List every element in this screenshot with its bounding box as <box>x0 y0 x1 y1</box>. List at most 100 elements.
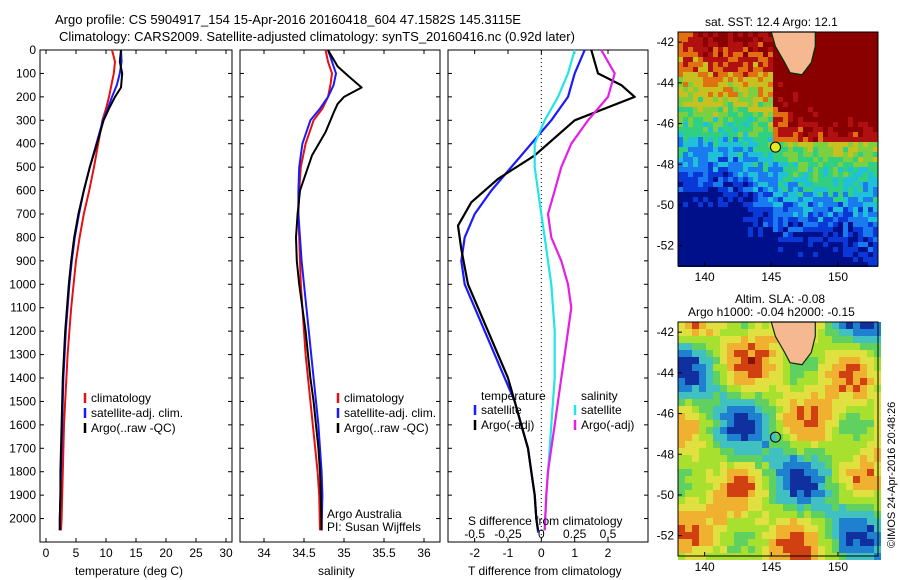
map-cell <box>741 336 748 343</box>
map-cell <box>768 232 773 237</box>
map-cell <box>692 434 699 441</box>
map-cell <box>692 364 699 371</box>
map-cell <box>748 217 753 222</box>
map-cell <box>803 122 808 127</box>
map-cell <box>783 147 788 152</box>
map-cell <box>839 476 846 483</box>
map-cell <box>838 237 843 242</box>
map-cell <box>833 37 838 42</box>
map-cell <box>727 364 734 371</box>
map-cell <box>773 157 778 162</box>
map-cell <box>783 162 788 167</box>
map-cell <box>748 122 753 127</box>
map-cell <box>833 237 838 242</box>
map-cell <box>748 52 753 57</box>
map-y-tick-label: -46 <box>657 407 675 421</box>
map-cell <box>858 42 863 47</box>
map-cell <box>763 67 768 72</box>
map-cell <box>706 532 713 539</box>
map-cell <box>713 434 720 441</box>
map-cell <box>713 399 720 406</box>
map-cell <box>868 97 873 102</box>
map-cell <box>734 497 741 504</box>
map-cell <box>708 172 713 177</box>
map-cell <box>797 413 804 420</box>
map-cell <box>778 117 783 122</box>
map-cell <box>753 37 758 42</box>
map-cell <box>692 378 699 385</box>
map-cell <box>733 77 738 82</box>
map-cell <box>762 525 769 532</box>
map-cell <box>703 202 708 207</box>
map-cell <box>833 252 838 257</box>
map-cell <box>698 122 703 127</box>
map-cell <box>748 420 755 427</box>
map-cell <box>868 187 873 192</box>
map-cell <box>768 257 773 262</box>
map-y-tick-label: -42 <box>657 35 675 49</box>
map-cell <box>713 525 720 532</box>
map-cell <box>693 172 698 177</box>
map-cell <box>699 539 706 546</box>
map-cell <box>741 420 748 427</box>
map-cell <box>769 441 776 448</box>
map-cell <box>833 62 838 67</box>
map-cell <box>678 107 683 112</box>
map-cell <box>678 232 683 237</box>
map-cell <box>873 192 878 197</box>
map-cell <box>858 222 863 227</box>
map-cell <box>753 52 758 57</box>
map-cell <box>843 92 848 97</box>
map-cell <box>868 157 873 162</box>
map-cell <box>778 127 783 132</box>
map-cell <box>723 92 728 97</box>
map-cell <box>788 112 793 117</box>
map-cell <box>808 242 813 247</box>
map-cell <box>793 112 798 117</box>
map-cell <box>733 137 738 142</box>
map-cell <box>706 371 713 378</box>
map-cell <box>804 525 811 532</box>
sla-map-title-line1: Altim. SLA: -0.08 <box>735 292 826 306</box>
map-cell <box>832 490 839 497</box>
map-cell <box>768 152 773 157</box>
map-cell <box>678 52 683 57</box>
map-cell <box>693 217 698 222</box>
map-cell <box>873 132 878 137</box>
map-cell <box>818 357 825 364</box>
map-cell <box>808 257 813 262</box>
map-cell <box>755 343 762 350</box>
map-cell <box>768 182 773 187</box>
map-cell <box>804 357 811 364</box>
map-cell <box>853 343 860 350</box>
map-cell <box>755 532 762 539</box>
map-cell <box>853 142 858 147</box>
map-cell <box>818 87 823 92</box>
map-cell <box>853 137 858 142</box>
map-cell <box>728 42 733 47</box>
map-cell <box>858 132 863 137</box>
map-cell <box>776 364 783 371</box>
map-cell <box>758 72 763 77</box>
map-cell <box>860 385 867 392</box>
map-cell <box>853 72 858 77</box>
diff-legend-s-argo-label: Argo(-adj) <box>581 418 634 432</box>
map-cell <box>738 202 743 207</box>
map-y-tick-label: -48 <box>657 157 675 171</box>
map-cell <box>838 172 843 177</box>
map-cell <box>860 525 867 532</box>
map-cell <box>699 413 706 420</box>
map-cell <box>713 202 718 207</box>
map-cell <box>818 102 823 107</box>
map-cell <box>813 197 818 202</box>
map-cell <box>741 392 748 399</box>
figure-title-line1: Argo profile: CS 5904917_154 15-Apr-2016… <box>55 12 521 27</box>
map-cell <box>873 32 878 37</box>
map-cell <box>868 227 873 232</box>
map-cell <box>734 462 741 469</box>
map-cell <box>773 117 778 122</box>
map-cell <box>743 212 748 217</box>
map-cell <box>768 227 773 232</box>
map-cell <box>818 525 825 532</box>
map-cell <box>713 539 720 546</box>
